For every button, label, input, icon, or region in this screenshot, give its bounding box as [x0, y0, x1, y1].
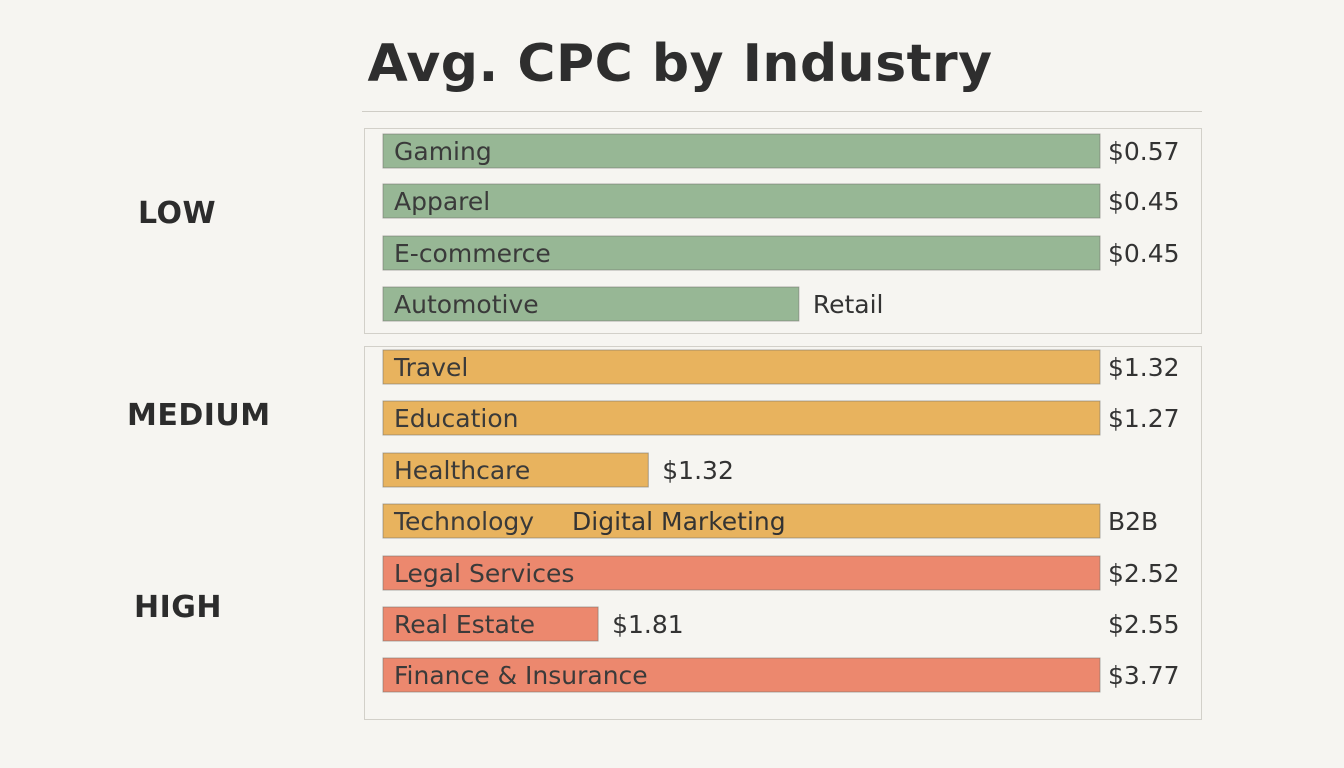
bar-label: Apparel: [394, 187, 490, 216]
value-label: Retail: [813, 290, 884, 319]
value-label: $1.27: [1108, 404, 1180, 433]
group-label-high: HIGH: [134, 590, 223, 625]
bar-label: Healthcare: [394, 456, 530, 485]
bar-label: Legal Services: [394, 559, 574, 588]
value-label: $0.45: [1108, 187, 1180, 216]
extra-label: Digital Marketing: [572, 507, 786, 536]
bar-education: [382, 400, 1101, 436]
value-label: $1.32: [662, 456, 734, 485]
bar-automotive: [382, 286, 800, 322]
value-label: $0.45: [1108, 239, 1180, 268]
low-group-panel: [364, 128, 1202, 334]
group-label-low: LOW: [138, 196, 217, 231]
bar-label: Finance & Insurance: [394, 661, 648, 690]
bar-apparel: [382, 183, 1101, 219]
bar-label: Technology: [393, 507, 534, 536]
title-divider: [362, 111, 1202, 112]
bar-label: Education: [394, 404, 518, 433]
value-label: $1.81: [612, 610, 684, 639]
bar-legal-services: [382, 555, 1101, 591]
value-label: $1.32: [1108, 353, 1180, 382]
bar-technology: [382, 503, 1101, 539]
bar-label: E-commerce: [394, 239, 551, 268]
bar-label: Real Estate: [394, 610, 535, 639]
bar-real-estate: [382, 606, 599, 642]
value-label: B2B: [1108, 507, 1158, 536]
bar-travel: [382, 349, 1101, 385]
bar-label: Automotive: [394, 290, 539, 319]
medium-high-group-panel: [364, 346, 1202, 720]
bar-healthcare: [382, 452, 649, 488]
bar-gaming: [382, 133, 1101, 169]
extra-label: $2.55: [1108, 610, 1180, 639]
group-label-medium: MEDIUM: [127, 398, 271, 433]
bar-e-commerce: [382, 235, 1101, 271]
value-label: $2.52: [1108, 559, 1180, 588]
bar-label: Gaming: [394, 137, 492, 166]
bar-finance-insurance: [382, 657, 1101, 693]
chart-title: Avg. CPC by Industry: [367, 34, 993, 94]
value-label: $0.57: [1108, 137, 1180, 166]
bar-label: Travel: [393, 353, 468, 382]
value-label: $3.77: [1108, 661, 1180, 690]
